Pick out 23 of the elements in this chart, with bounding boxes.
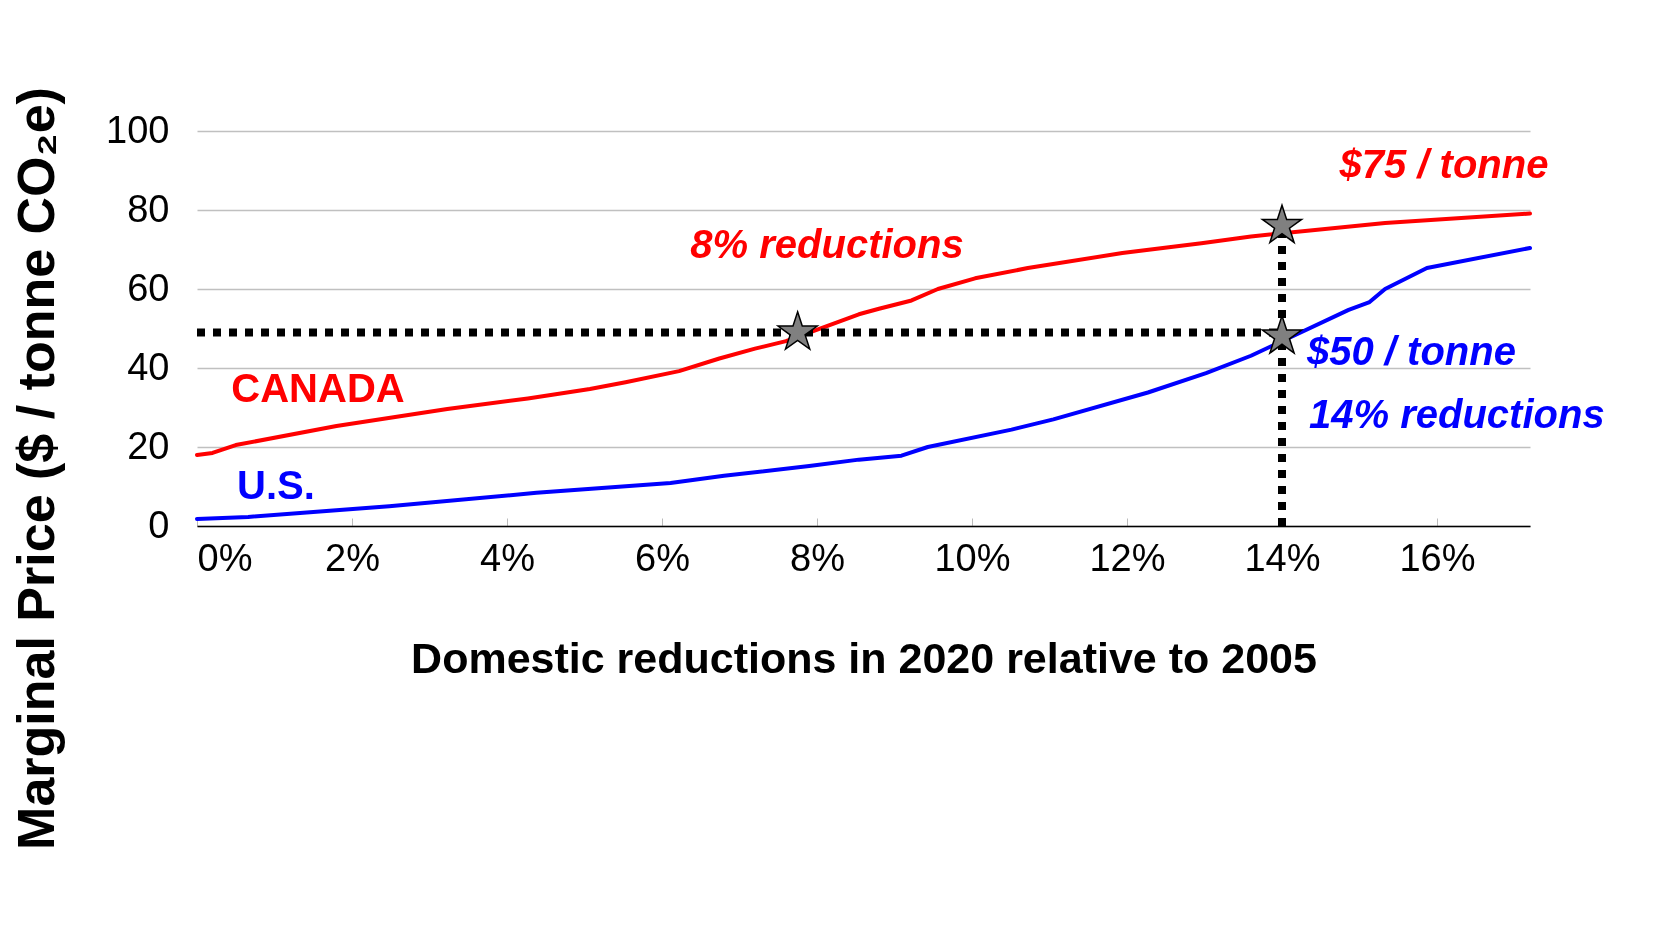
x-tick-label: 12%: [1089, 536, 1166, 579]
series-label: U.S.: [237, 462, 315, 507]
y-tick-label: 0: [148, 503, 170, 546]
x-tick-label: 0%: [197, 536, 253, 579]
x-tick-label: 10%: [934, 536, 1011, 579]
y-tick-label: 20: [127, 424, 170, 467]
annotation: $50 / tonne: [1306, 329, 1516, 373]
y-tick-label: 100: [106, 108, 170, 151]
series-label: CANADA: [231, 365, 405, 410]
x-tick-label: 2%: [325, 536, 380, 579]
y-tick-label: 80: [127, 187, 170, 230]
x-tick-label: 6%: [635, 536, 690, 579]
y-axis-title: Marginal Price ($ / tonne CO₂e): [6, 87, 65, 850]
y-tick-label: 60: [127, 266, 170, 309]
annotation: $75 / tonne: [1338, 142, 1549, 186]
x-axis-title: Domestic reductions in 2020 relative to 2005: [411, 633, 1317, 682]
x-tick-label: 16%: [1399, 536, 1476, 579]
annotation: 14% reductions: [1309, 392, 1605, 436]
annotation: 8% reductions: [690, 222, 964, 266]
y-tick-label: 40: [127, 345, 170, 388]
x-tick-label: 8%: [790, 536, 845, 579]
x-tick-label: 14%: [1244, 536, 1321, 579]
x-tick-label: 4%: [480, 536, 535, 579]
